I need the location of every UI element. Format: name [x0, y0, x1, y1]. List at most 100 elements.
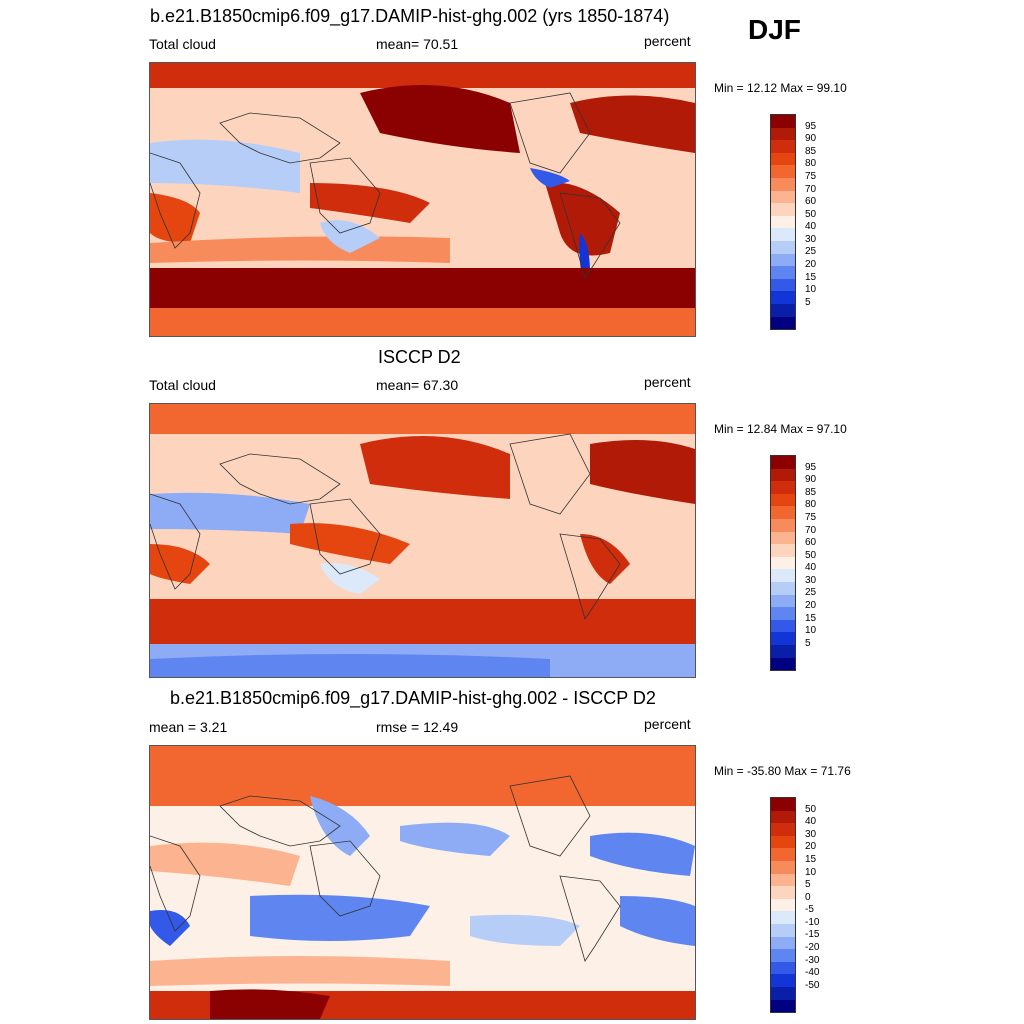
colorbar-tick-label: 60 [805, 537, 817, 549]
colorbar-swatch [771, 644, 795, 658]
colorbar-tick-label: 95 [805, 461, 817, 473]
colorbar-tick-label: 10 [805, 284, 817, 296]
colorbar-swatch [771, 316, 795, 330]
panel-1-title: b.e21.B1850cmip6.f09_g17.DAMIP-hist-ghg.… [150, 6, 670, 26]
colorbar-swatch [771, 607, 795, 620]
colorbar-tick-label: -50 [805, 979, 820, 991]
colorbar-tick-label: 85 [805, 145, 817, 157]
colorbar-swatch [771, 657, 795, 671]
colorbar-swatch [771, 873, 795, 887]
colorbar-swatch [771, 152, 795, 166]
colorbar-tick-label: 40 [805, 221, 817, 233]
colorbar-swatch [771, 165, 795, 178]
colorbar-tick-label: -10 [805, 916, 820, 928]
colorbar-tick-label: 70 [805, 524, 817, 536]
colorbar-swatch [771, 949, 795, 962]
colorbar-swatch [771, 203, 795, 216]
colorbar-tick-label: 15 [805, 271, 817, 283]
panel-2-minmax: Min = 12.84 Max = 97.10 [714, 422, 847, 436]
colorbar-swatch [771, 999, 795, 1013]
colorbar-tick-label: 40 [805, 562, 817, 574]
colorbar-tick-label: -5 [805, 904, 814, 916]
colorbar-tick-label: 50 [805, 549, 817, 561]
colorbar-swatch [771, 177, 795, 191]
colorbar-swatch [771, 835, 795, 849]
colorbar-swatch [771, 911, 795, 924]
colorbar-swatch [771, 303, 795, 317]
colorbar-swatch [771, 127, 795, 141]
panel-2-variable: Total cloud [149, 377, 216, 393]
colorbar-tick-label: 30 [805, 574, 817, 586]
colorbar-tick-label: 20 [805, 600, 817, 612]
colorbar-swatch [771, 594, 795, 608]
panel-3-units: percent [644, 716, 691, 732]
colorbar-swatch [771, 518, 795, 532]
colorbar-tick-label: -30 [805, 954, 820, 966]
colorbar-swatch [771, 848, 795, 861]
colorbar-tick-label: 20 [805, 841, 817, 853]
colorbar-tick-label: 5 [805, 296, 811, 308]
panel-1-minmax: Min = 12.12 Max = 99.10 [714, 81, 847, 95]
colorbar-tick-label: -15 [805, 929, 820, 941]
colorbar-tick-label: 30 [805, 233, 817, 245]
colorbar-swatch [771, 823, 795, 836]
panel-3-rmse: rmse = 12.49 [376, 719, 459, 735]
colorbar-swatch [771, 456, 795, 469]
colorbar-tick-label: 5 [805, 637, 811, 649]
colorbar-swatch [771, 798, 795, 811]
colorbar-swatch [771, 581, 795, 595]
panel-3-mean: mean = 3.21 [149, 719, 228, 735]
colorbar-tick-label: 10 [805, 866, 817, 878]
panel-3-contour-field [150, 746, 695, 1019]
colorbar-swatch [771, 569, 795, 582]
colorbar-swatch [771, 810, 795, 824]
season-label: DJF [748, 14, 801, 45]
colorbar-tick-label: 40 [805, 816, 817, 828]
panel-1-units: percent [644, 33, 691, 49]
colorbar-swatch [771, 506, 795, 519]
colorbar-swatch [771, 266, 795, 279]
colorbar-tick-label: 95 [805, 120, 817, 132]
colorbar-tick-label: 90 [805, 474, 817, 486]
colorbar-tick-label: 90 [805, 133, 817, 145]
colorbar-swatch [771, 632, 795, 645]
colorbar-swatch [771, 986, 795, 1000]
colorbar-swatch [771, 860, 795, 874]
panel-3-colorbar [770, 797, 796, 1013]
colorbar-swatch [771, 190, 795, 204]
colorbar-swatch [771, 923, 795, 937]
colorbar-swatch [771, 619, 795, 633]
panel-1-colorbar [770, 114, 796, 330]
colorbar-swatch [771, 556, 795, 570]
colorbar-swatch [771, 278, 795, 292]
colorbar-tick-label: 15 [805, 612, 817, 624]
colorbar-tick-label: 10 [805, 625, 817, 637]
colorbar-swatch [771, 936, 795, 950]
colorbar-tick-label: 25 [805, 246, 817, 258]
panel-2-mean: mean= 67.30 [376, 377, 459, 393]
panel-2-contour-field [150, 404, 695, 677]
panel-1-variable: Total cloud [149, 36, 216, 52]
panel-3-map [149, 745, 696, 1020]
colorbar-tick-label: 0 [805, 891, 811, 903]
colorbar-tick-label: 5 [805, 879, 811, 891]
colorbar-swatch [771, 240, 795, 254]
colorbar-tick-label: 15 [805, 853, 817, 865]
colorbar-tick-label: 85 [805, 486, 817, 498]
colorbar-swatch [771, 886, 795, 899]
colorbar-tick-label: 50 [805, 208, 817, 220]
colorbar-tick-label: 80 [805, 158, 817, 170]
colorbar-tick-label: -40 [805, 967, 820, 979]
colorbar-swatch [771, 974, 795, 987]
colorbar-swatch [771, 215, 795, 229]
colorbar-swatch [771, 140, 795, 153]
panel-1-mean: mean= 70.51 [376, 36, 459, 52]
colorbar-swatch [771, 228, 795, 241]
colorbar-tick-label: 75 [805, 170, 817, 182]
colorbar-swatch [771, 898, 795, 912]
colorbar-swatch [771, 544, 795, 557]
colorbar-tick-label: 30 [805, 828, 817, 840]
colorbar-swatch [771, 253, 795, 267]
colorbar-swatch [771, 115, 795, 128]
colorbar-tick-label: 20 [805, 259, 817, 271]
